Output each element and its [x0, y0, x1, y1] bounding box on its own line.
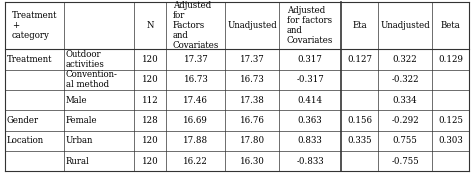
Text: Beta: Beta: [441, 21, 460, 30]
Text: 120: 120: [142, 157, 159, 166]
Text: Unadjusted: Unadjusted: [228, 21, 277, 30]
Text: Unadjusted: Unadjusted: [380, 21, 430, 30]
Text: 17.46: 17.46: [183, 95, 208, 104]
Text: 17.37: 17.37: [240, 55, 265, 64]
Text: N: N: [146, 21, 154, 30]
Text: -0.322: -0.322: [391, 75, 419, 84]
Text: 16.76: 16.76: [240, 116, 265, 125]
Text: -0.833: -0.833: [296, 157, 324, 166]
Text: 0.125: 0.125: [438, 116, 463, 125]
Text: 16.73: 16.73: [240, 75, 265, 84]
Text: 0.414: 0.414: [298, 95, 322, 104]
Text: Urban: Urban: [66, 136, 93, 145]
Text: Adjusted
for
Factors
and
Covariates: Adjusted for Factors and Covariates: [173, 1, 219, 50]
Text: 0.755: 0.755: [392, 136, 418, 145]
Text: Gender: Gender: [7, 116, 39, 125]
Text: Location: Location: [7, 136, 44, 145]
Text: Convention-
al method: Convention- al method: [66, 70, 118, 89]
Text: 16.22: 16.22: [183, 157, 208, 166]
Text: 0.335: 0.335: [347, 136, 372, 145]
Text: 17.88: 17.88: [183, 136, 209, 145]
Text: Treatment
+
category: Treatment + category: [12, 11, 57, 40]
Text: Adjusted
for factors
and
Covariates: Adjusted for factors and Covariates: [287, 6, 333, 45]
Text: -0.292: -0.292: [391, 116, 419, 125]
Text: 0.156: 0.156: [347, 116, 372, 125]
Text: 120: 120: [142, 55, 159, 64]
Text: 120: 120: [142, 136, 159, 145]
Text: 17.80: 17.80: [240, 136, 265, 145]
Text: 17.37: 17.37: [183, 55, 208, 64]
Text: 0.833: 0.833: [298, 136, 322, 145]
Text: 0.129: 0.129: [438, 55, 463, 64]
Text: -0.317: -0.317: [296, 75, 324, 84]
Text: 0.322: 0.322: [392, 55, 418, 64]
Text: 0.363: 0.363: [298, 116, 322, 125]
Text: 128: 128: [142, 116, 159, 125]
Text: 0.334: 0.334: [392, 95, 417, 104]
Text: 0.127: 0.127: [347, 55, 372, 64]
Text: 120: 120: [142, 75, 159, 84]
Text: Female: Female: [66, 116, 98, 125]
Text: Male: Male: [66, 95, 88, 104]
Text: 16.30: 16.30: [240, 157, 265, 166]
Text: Treatment: Treatment: [7, 55, 52, 64]
Text: 112: 112: [142, 95, 159, 104]
Text: 17.38: 17.38: [240, 95, 265, 104]
Text: -0.755: -0.755: [391, 157, 419, 166]
Text: Rural: Rural: [66, 157, 90, 166]
Text: 0.303: 0.303: [438, 136, 463, 145]
Text: 16.73: 16.73: [183, 75, 208, 84]
Text: Eta: Eta: [352, 21, 367, 30]
Text: 0.317: 0.317: [298, 55, 322, 64]
Text: 16.69: 16.69: [183, 116, 208, 125]
Text: Outdoor
activities: Outdoor activities: [66, 50, 105, 69]
